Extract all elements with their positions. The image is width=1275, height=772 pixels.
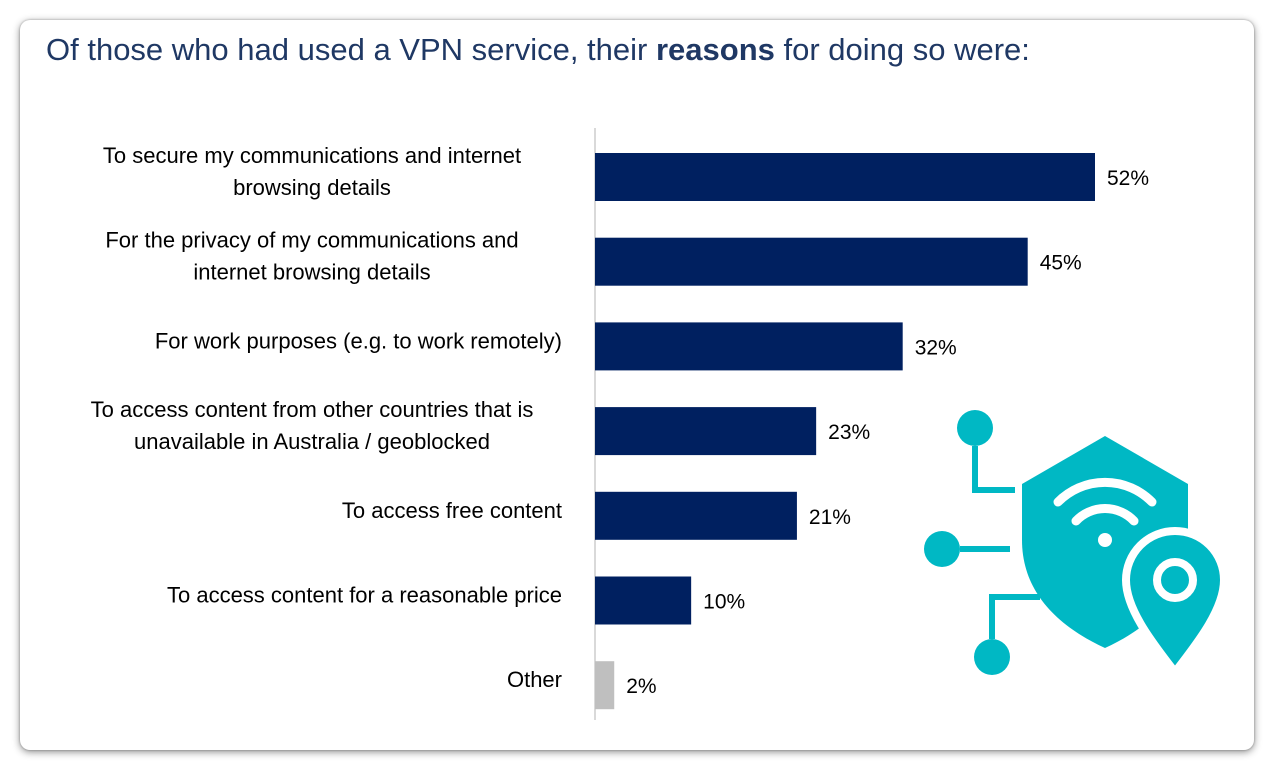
title-part-2: for doing so were: (774, 32, 1030, 67)
bars-group: 52% To secure my communications and inter… (91, 143, 1149, 710)
category-label: To secure my communications and internet… (103, 143, 521, 200)
vpn-shield-wifi-location-icon (924, 410, 1229, 679)
circuit-line-icon (989, 594, 1040, 639)
data-label: 2% (626, 675, 656, 698)
category-label: For the privacy of my communications and… (105, 228, 518, 285)
bar (595, 576, 692, 625)
bar (595, 322, 903, 371)
data-label: 45% (1040, 252, 1082, 275)
location-pin-hole-icon (1153, 558, 1197, 602)
circuit-line-icon (972, 446, 1015, 493)
title-bold-word: reasons (655, 32, 775, 67)
circuit-node-icon (924, 531, 960, 567)
category-label: To access content for a reasonable price (167, 583, 562, 608)
data-label: 21% (809, 506, 851, 529)
category-label: Other (507, 667, 562, 692)
wifi-dot-icon (1098, 533, 1112, 547)
category-label: To access content from other countries t… (91, 397, 534, 454)
bar (595, 237, 1028, 286)
bar (595, 661, 615, 710)
data-label: 23% (828, 421, 870, 444)
wifi-icon (1053, 477, 1157, 507)
circuit-node-icon (957, 410, 993, 446)
data-label: 32% (915, 336, 957, 359)
category-label: To access free content (342, 498, 562, 523)
bar (595, 491, 797, 540)
bar (595, 153, 1095, 201)
title-part-1: Of those who had used a VPN service, the… (46, 32, 656, 67)
circuit-node-icon (974, 639, 1010, 675)
bar (595, 407, 817, 456)
wifi-arc-icon (1071, 504, 1139, 526)
category-label: For work purposes (e.g. to work remotely… (155, 328, 562, 353)
data-label: 52% (1107, 167, 1149, 190)
chart-title: Of those who had used a VPN service, the… (46, 32, 1236, 68)
data-label: 10% (703, 591, 745, 614)
chart-card: Of those who had used a VPN service, the… (20, 20, 1254, 750)
